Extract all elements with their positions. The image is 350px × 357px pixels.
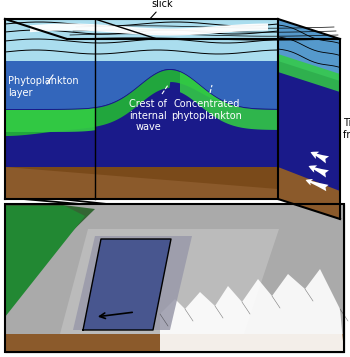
Polygon shape [278,19,340,219]
Polygon shape [278,19,340,219]
Polygon shape [5,19,278,199]
Polygon shape [30,24,268,35]
Polygon shape [5,19,340,39]
Polygon shape [5,206,85,317]
Polygon shape [5,108,95,132]
Polygon shape [278,54,340,92]
Text: Phytoplankton
layer: Phytoplankton layer [8,76,79,98]
Polygon shape [278,167,340,219]
Polygon shape [180,72,278,130]
Polygon shape [160,269,344,352]
Text: Tidal flow
from canyon: Tidal flow from canyon [343,118,350,140]
Polygon shape [73,236,192,330]
Polygon shape [5,61,278,109]
Polygon shape [5,167,278,199]
Text: Surface
slick: Surface slick [144,0,181,9]
Polygon shape [5,204,95,297]
Text: Crest of
internal
wave: Crest of internal wave [129,99,167,132]
Bar [5,204,344,352]
Polygon shape [278,19,340,81]
Text: Concentrated
phytoplankton: Concentrated phytoplankton [172,99,243,121]
Polygon shape [60,229,279,334]
Bar [5,204,344,352]
Polygon shape [5,19,278,61]
Polygon shape [5,69,278,167]
Polygon shape [83,239,171,330]
Polygon shape [5,167,278,189]
Polygon shape [5,70,278,136]
Bar [5,204,344,352]
Polygon shape [5,334,344,352]
